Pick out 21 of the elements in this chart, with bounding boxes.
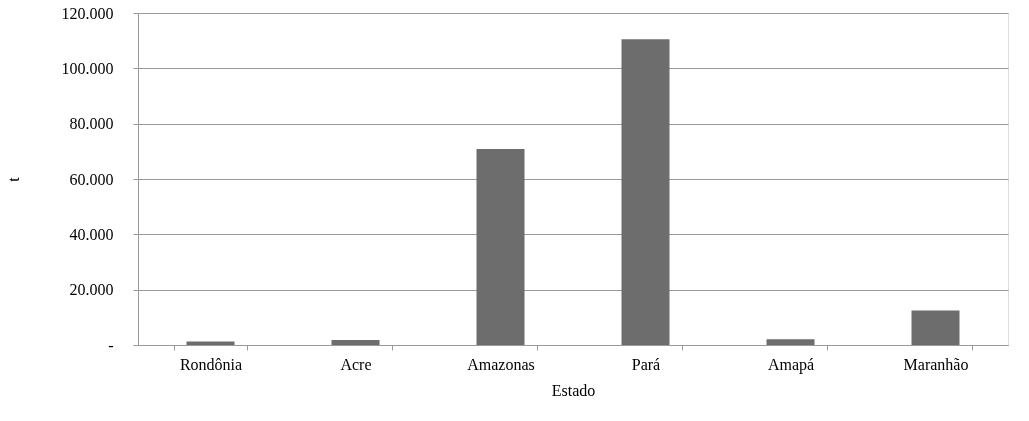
bar (766, 339, 815, 345)
y-tick-label: - (108, 336, 114, 354)
y-tick-label: 40.000 (69, 225, 114, 243)
bar (911, 310, 960, 345)
y-tick-label: 20.000 (69, 281, 114, 299)
x-tick-label: Amapá (767, 355, 815, 374)
x-tick-label: Amazonas (467, 355, 535, 373)
x-axis-title: Estado (551, 381, 596, 399)
x-tick-label: Pará (631, 355, 661, 373)
bar (476, 149, 525, 345)
bar (621, 39, 670, 345)
bar (331, 340, 380, 345)
y-tick-label: 120.000 (61, 4, 114, 22)
bar (186, 341, 235, 345)
x-tick-label: Rondônia (179, 355, 243, 373)
x-tick-label: Maranhão (903, 355, 969, 373)
y-tick-label: 60.000 (69, 170, 114, 188)
y-tick-label: 80.000 (69, 115, 114, 133)
y-axis-title: t (4, 176, 22, 182)
x-tick-label: Acre (340, 355, 372, 373)
y-tick-label: 100.000 (61, 59, 114, 77)
